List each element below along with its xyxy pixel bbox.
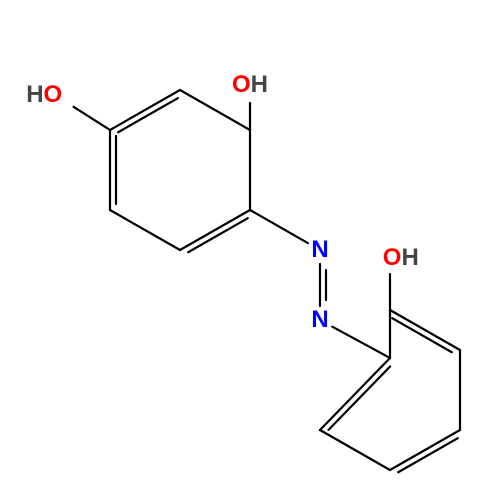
chemical-structure-diagram: HO OH N N OH xyxy=(0,0,500,500)
atom-label-n2: N xyxy=(311,306,328,334)
atom-label-o2: OH xyxy=(232,71,268,99)
atom-label-o1: HO xyxy=(26,81,62,109)
atom-label-n1: N xyxy=(311,236,328,264)
atom-label-o3: OH xyxy=(383,244,419,272)
